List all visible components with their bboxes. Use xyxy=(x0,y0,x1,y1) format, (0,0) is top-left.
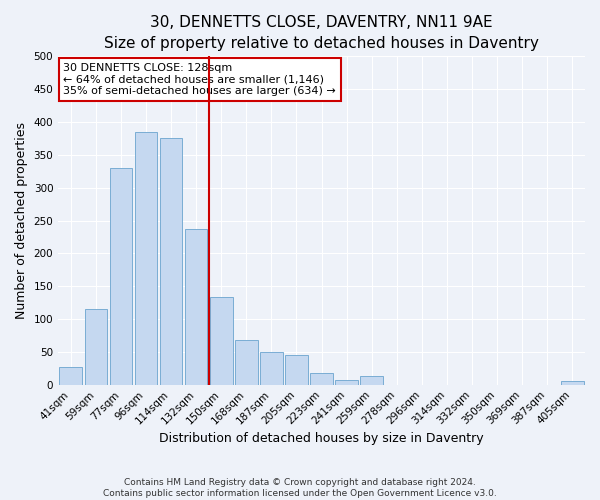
Bar xyxy=(134,132,157,384)
Bar xyxy=(160,138,182,384)
Bar xyxy=(285,355,308,384)
Y-axis label: Number of detached properties: Number of detached properties xyxy=(15,122,28,319)
Bar xyxy=(235,340,257,384)
Bar xyxy=(110,168,132,384)
Bar xyxy=(185,229,208,384)
Bar xyxy=(310,373,333,384)
Bar xyxy=(85,308,107,384)
Bar xyxy=(335,380,358,384)
Bar xyxy=(210,298,233,384)
Text: Contains HM Land Registry data © Crown copyright and database right 2024.
Contai: Contains HM Land Registry data © Crown c… xyxy=(103,478,497,498)
Text: 30 DENNETTS CLOSE: 128sqm
← 64% of detached houses are smaller (1,146)
35% of se: 30 DENNETTS CLOSE: 128sqm ← 64% of detac… xyxy=(64,63,336,96)
Bar xyxy=(59,367,82,384)
X-axis label: Distribution of detached houses by size in Daventry: Distribution of detached houses by size … xyxy=(159,432,484,445)
Title: 30, DENNETTS CLOSE, DAVENTRY, NN11 9AE
Size of property relative to detached hou: 30, DENNETTS CLOSE, DAVENTRY, NN11 9AE S… xyxy=(104,15,539,51)
Bar xyxy=(561,382,584,384)
Bar xyxy=(260,352,283,384)
Bar xyxy=(361,376,383,384)
